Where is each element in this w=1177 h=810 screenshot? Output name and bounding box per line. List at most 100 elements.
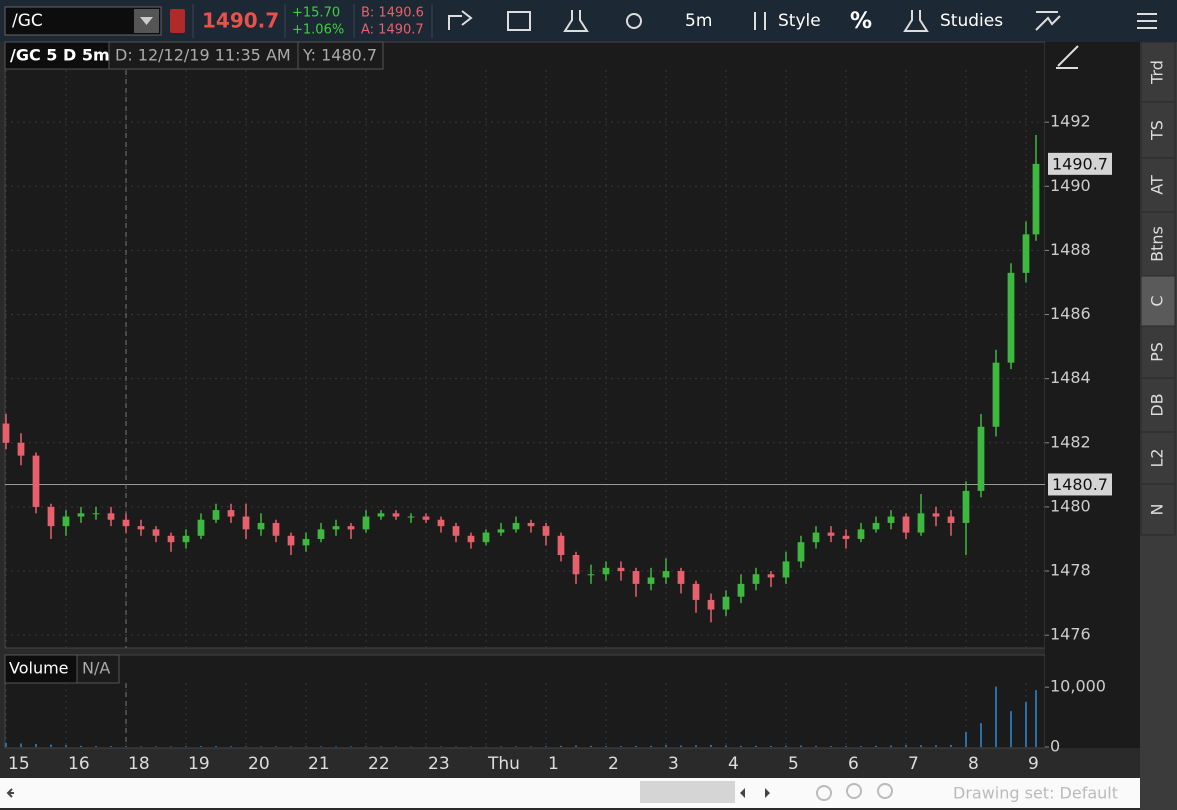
x-tick-label: 4 xyxy=(728,754,739,774)
volume-bar xyxy=(905,745,907,747)
candle-body xyxy=(707,599,715,610)
candle-body xyxy=(257,522,265,530)
candle-body xyxy=(512,522,520,530)
candle-body xyxy=(362,516,370,530)
volume-bar xyxy=(320,746,322,747)
volume-bar xyxy=(995,686,997,747)
sidebar-tabs: Trd TS AT Btns C PS DB L2 N xyxy=(1140,41,1176,536)
cursor-label-box xyxy=(1048,473,1112,496)
x-tick-label: 20 xyxy=(248,754,270,774)
sidebar-tab-label: TS xyxy=(1148,120,1167,141)
cursor-date: D: 12/12/19 11:35 AM xyxy=(115,46,291,65)
candle-body xyxy=(92,513,100,515)
volume-bar xyxy=(890,745,892,747)
volume-bar xyxy=(875,745,877,747)
candle-body xyxy=(227,510,235,517)
alert-icon[interactable] xyxy=(170,9,185,33)
volume-bar xyxy=(845,746,847,747)
sidebar-tab[interactable] xyxy=(1140,275,1176,327)
candle-body xyxy=(572,555,580,575)
volume-bar xyxy=(110,746,112,747)
x-tick-label: 21 xyxy=(308,754,330,774)
volume-bar xyxy=(335,746,337,747)
x-tick-label: Thu xyxy=(487,754,520,774)
toolbar-icons xyxy=(448,10,1157,32)
x-tick-label: 7 xyxy=(908,754,919,774)
studies-icon[interactable] xyxy=(903,10,929,32)
style-button[interactable]: Style xyxy=(778,11,821,31)
value-box xyxy=(297,41,384,70)
scrollbar xyxy=(0,778,1140,808)
x-tick-label: 2 xyxy=(608,754,619,774)
volume-bar xyxy=(950,744,952,747)
sidebar-tab[interactable] xyxy=(1140,101,1176,159)
candle-body xyxy=(137,526,145,530)
candle-body xyxy=(602,567,610,575)
flask-icon[interactable] xyxy=(563,10,589,32)
drawing-icon[interactable] xyxy=(1035,11,1061,31)
volume-bar xyxy=(545,746,547,747)
x-tick-label: 16 xyxy=(68,754,90,774)
volume-bar xyxy=(740,745,742,747)
zoom-in-icon[interactable] xyxy=(846,783,862,799)
candle-body xyxy=(332,526,340,530)
percent-button[interactable]: % xyxy=(850,9,872,34)
x-tick-label: 5 xyxy=(788,754,799,774)
zoom-icons xyxy=(816,783,893,801)
drawing-set[interactable]: Drawing set: Default xyxy=(953,784,1118,803)
volume-bar xyxy=(965,732,967,747)
sidebar-tab[interactable] xyxy=(1140,377,1176,433)
date-box xyxy=(108,41,299,70)
sidebar-tab[interactable] xyxy=(1140,41,1176,103)
x-tick-label: 1 xyxy=(548,754,559,774)
volume-pane xyxy=(4,654,1046,749)
x-tick-label: 18 xyxy=(128,754,150,774)
sidebar-tab[interactable] xyxy=(1140,211,1176,277)
y-tick-label: 1490 xyxy=(1050,176,1091,195)
volume-bar xyxy=(305,746,307,747)
settings-icon[interactable] xyxy=(626,13,642,29)
zoom-out-icon[interactable] xyxy=(877,783,893,799)
axis-tool-icon[interactable] xyxy=(1056,45,1079,69)
info-icon[interactable] xyxy=(507,11,531,31)
volume-tick-label: 10,000 xyxy=(1050,677,1106,696)
menu-icon[interactable] xyxy=(1137,13,1157,29)
volume-bar xyxy=(755,745,757,747)
volume-bar xyxy=(185,746,187,747)
volume-bar xyxy=(200,746,202,747)
style-icon[interactable] xyxy=(754,12,766,30)
symbol: /GC xyxy=(12,11,43,31)
volume-bar xyxy=(815,745,817,747)
volume-bar xyxy=(725,745,727,747)
net-change: +15.70 xyxy=(292,6,340,21)
volume-bar xyxy=(575,745,577,747)
volume-bar xyxy=(860,746,862,747)
volume-bar xyxy=(1035,690,1037,747)
scroll-left[interactable] xyxy=(6,788,14,798)
y-tick-label: 1482 xyxy=(1050,432,1091,451)
volume-bar xyxy=(530,746,532,747)
studies-button[interactable]: Studies xyxy=(940,11,1003,31)
volume-bar xyxy=(5,742,7,747)
candle-body xyxy=(1032,163,1040,235)
candle-body xyxy=(587,574,595,576)
scroll-thumb[interactable] xyxy=(640,781,735,803)
sidebar-tab[interactable] xyxy=(1140,483,1176,536)
share-icon[interactable] xyxy=(448,10,473,30)
volume-bar xyxy=(605,746,607,747)
volume-bar xyxy=(20,743,22,747)
volume-bar xyxy=(80,745,82,747)
sidebar-tab-label: DB xyxy=(1148,393,1167,416)
ask: A: 1490.7 xyxy=(361,23,424,38)
sidebar-tab-label: Btns xyxy=(1148,226,1167,262)
candle-body xyxy=(677,571,685,584)
pan-icon[interactable] xyxy=(816,785,832,801)
candle-body xyxy=(1022,234,1030,273)
sidebar-tab[interactable] xyxy=(1140,325,1176,379)
x-tick-label: 3 xyxy=(668,754,679,774)
candle-body xyxy=(77,513,85,517)
interval[interactable]: 5m xyxy=(685,11,712,31)
volume-bar xyxy=(35,744,37,747)
volume-bar xyxy=(515,746,517,747)
